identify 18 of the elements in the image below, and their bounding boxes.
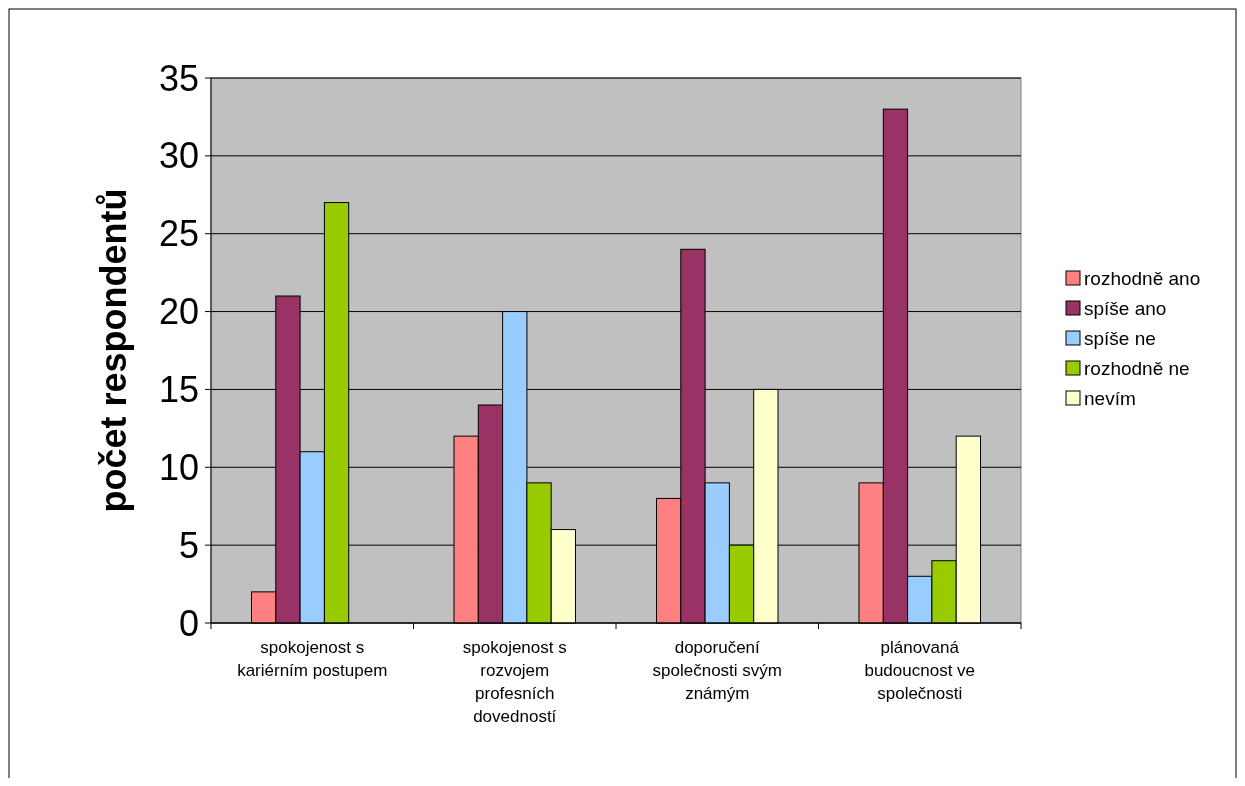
y-tick-label: 30 [158, 135, 199, 177]
y-tick-label: 0 [178, 602, 199, 644]
legend-label: nevím [1084, 387, 1136, 409]
legend-label: spíše ne [1084, 327, 1156, 349]
x-tick-label: plánovaná budoucnost ve společnosti [864, 638, 976, 703]
x-tick-label: spokojenost s rozvojem profesních dovedností [462, 638, 567, 726]
legend-label: spíše ano [1084, 297, 1167, 319]
x-tick-label: spokojenost s kariérním postupem [237, 638, 388, 680]
legend-label: rozhodně ne [1084, 357, 1190, 379]
y-tick-label: 20 [158, 291, 199, 333]
y-tick-label: 35 [158, 57, 199, 99]
y-tick-label: 5 [178, 524, 199, 566]
y-axis-title: počet respondentů [93, 188, 134, 513]
y-tick-label: 10 [158, 446, 199, 488]
y-tick-label: 25 [158, 213, 199, 255]
x-tick-label: doporučení společnosti svým známým [652, 638, 782, 703]
y-tick-label: 15 [158, 369, 199, 411]
legend-label: rozhodně ano [1084, 267, 1201, 289]
